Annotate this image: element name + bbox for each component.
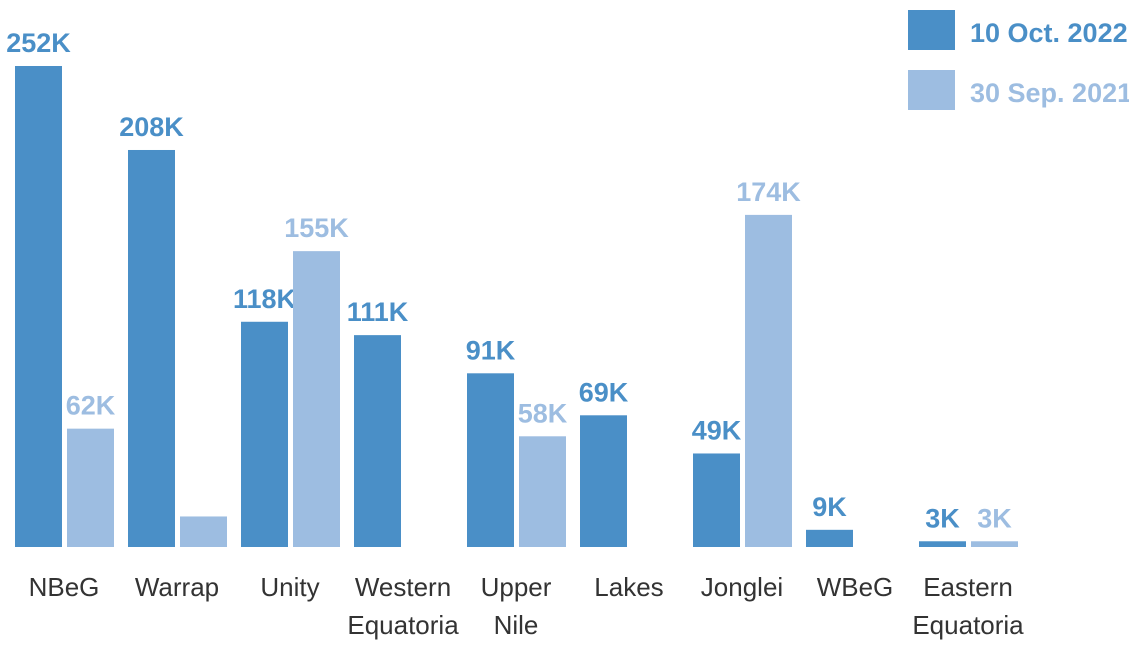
data-label: 62K — [66, 391, 116, 421]
data-label: 111K — [347, 297, 409, 327]
bar — [580, 415, 627, 547]
data-label: 69K — [579, 377, 629, 407]
bar — [971, 541, 1018, 547]
data-label: 9K — [812, 492, 847, 522]
data-label: 208K — [119, 112, 184, 142]
bar — [919, 541, 966, 547]
data-label: 49K — [692, 415, 742, 445]
bar — [519, 436, 566, 547]
bar — [15, 66, 62, 547]
data-label: 174K — [736, 177, 801, 207]
x-tick-label: Jonglei — [700, 572, 784, 602]
bar — [241, 321, 288, 547]
data-label: 155K — [284, 213, 349, 243]
bar — [806, 529, 853, 547]
x-tick-label: Warrap — [134, 572, 220, 602]
bar — [180, 516, 227, 547]
bar — [354, 335, 401, 547]
x-tick-label: Western Equatoria — [347, 572, 459, 640]
data-label: 3K — [977, 503, 1012, 533]
legend-label: 30 Sep. 2021 — [970, 78, 1129, 108]
x-tick-label: NBeG — [28, 572, 100, 602]
legend-swatch — [908, 70, 955, 110]
data-label: 58K — [518, 398, 568, 428]
x-tick-label: Unity — [260, 572, 320, 602]
bar — [467, 373, 514, 547]
bar — [693, 453, 740, 547]
data-label: 91K — [466, 335, 516, 365]
bar — [128, 149, 175, 547]
legend-label: 10 Oct. 2022 — [970, 18, 1128, 48]
legend-swatch — [908, 10, 955, 50]
data-label: 3K — [925, 503, 960, 533]
bar — [293, 251, 340, 547]
x-tick-label: Upper Nile — [480, 572, 552, 640]
x-tick-label: WBeG — [816, 572, 894, 602]
x-tick-label: Lakes — [594, 572, 664, 602]
x-tick-label: Eastern Equatoria — [912, 572, 1024, 640]
data-label: 118K — [233, 284, 297, 314]
data-label: 252K — [6, 28, 71, 58]
bar — [745, 214, 792, 547]
bar — [67, 428, 114, 547]
